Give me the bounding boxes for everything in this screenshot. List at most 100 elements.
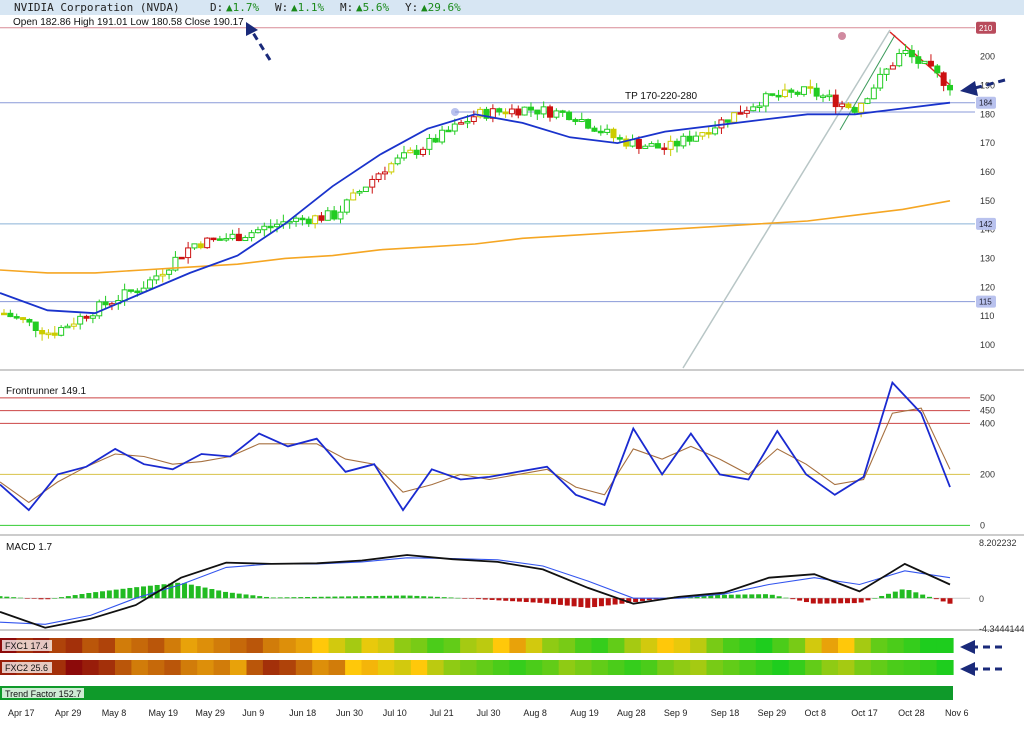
- candle-body-144: [915, 56, 922, 64]
- candle-body-94: [597, 130, 604, 134]
- candle-body-21: [134, 290, 141, 294]
- fxc1-cell-35: [575, 638, 593, 653]
- candle-body-42: [267, 225, 274, 229]
- front-ytick-4: 500: [980, 393, 995, 403]
- fxc1-cell-25: [410, 638, 428, 653]
- candle-body-73: [464, 120, 471, 124]
- xtick-7: Jun 30: [336, 708, 363, 718]
- y-change: ▲29.6%: [421, 1, 461, 14]
- fxc1-cell-48: [788, 638, 806, 653]
- macd-hist-bar-124: [844, 598, 850, 604]
- macd-ytick-2: -4.3444144: [979, 624, 1024, 634]
- level-label-3: 115: [979, 298, 992, 307]
- xtick-10: Jul 30: [477, 708, 501, 718]
- candle-body-52: [331, 210, 338, 220]
- candle-body-7: [45, 332, 52, 336]
- fxc1-cell-46: [755, 638, 773, 653]
- candle-body-0: [1, 312, 7, 316]
- candle-body-124: [788, 89, 795, 93]
- xtick-17: Oct 8: [804, 708, 826, 718]
- arrow-price-line: [974, 78, 1006, 90]
- candle-body-23: [147, 279, 154, 289]
- candle-body-16: [102, 301, 109, 306]
- fxc2-cell-4: [65, 660, 83, 675]
- macd-hist-bar-108: [735, 594, 741, 599]
- fxc1-cell-32: [525, 638, 543, 653]
- fxc2-label: FXC2 25.6: [5, 663, 48, 673]
- trend-factor-label: Trend Factor 152.7: [5, 689, 81, 699]
- fxc2-cell-56: [920, 660, 938, 675]
- macd-hist-bar-121: [824, 598, 830, 604]
- macd-hist-bar-91: [619, 598, 625, 604]
- price-ytick-6: 160: [980, 167, 995, 177]
- candle-body-32: [204, 237, 211, 249]
- macd-hist-bar-25: [168, 583, 174, 599]
- macd-hist-bar-57: [387, 595, 393, 599]
- w-change: ▲1.1%: [291, 1, 325, 14]
- macd-hist-bar-45: [305, 596, 311, 599]
- candle-body-142: [902, 49, 909, 55]
- candle-body-34: [216, 238, 223, 241]
- fxc1-cell-10: [164, 638, 182, 653]
- candle-body-36: [229, 233, 236, 240]
- candle-body-131: [832, 94, 839, 108]
- macd-hist-bar-21: [141, 586, 147, 599]
- macd-hist-bar-112: [762, 594, 768, 599]
- x-axis: Apr 17 Apr 29 May 8 May 19 May 29 Jun 9 Jun 18…: [8, 708, 969, 718]
- fxc1-cell-37: [607, 638, 625, 653]
- fxc1-label: FXC1 17.4: [5, 641, 48, 651]
- macd-hist-bar-0: [0, 596, 3, 599]
- macd-hist-bar-115: [783, 597, 789, 599]
- xtick-15: Sep 18: [711, 708, 740, 718]
- fxc1-cell-44: [723, 638, 740, 653]
- macd-hist-bar-6: [38, 598, 44, 600]
- fxc1-label-bg: [2, 640, 52, 651]
- fxc2-cell-45: [739, 660, 757, 675]
- macd-hist-bar-85: [578, 598, 584, 608]
- xtick-2: May 8: [102, 708, 127, 718]
- fxc2-cell-30: [492, 660, 510, 675]
- candle-body-92: [585, 119, 592, 129]
- macd-line: [0, 554, 951, 629]
- macd-hist-bar-17: [113, 589, 119, 599]
- candle-body-133: [845, 103, 852, 109]
- macd-hist-bar-4: [24, 598, 30, 599]
- price-ytick-5: 150: [980, 196, 995, 206]
- xtick-14: Sep 9: [664, 708, 688, 718]
- price-ytick-3: 130: [980, 253, 995, 263]
- macd-hist-bar-71: [482, 598, 488, 600]
- fxc2-cell-36: [591, 660, 609, 675]
- macd-hist-bar-130: [885, 593, 891, 599]
- candle-body-93: [591, 127, 598, 132]
- candle-body-89: [566, 111, 573, 121]
- level-marker: [838, 32, 846, 40]
- candle-body-96: [610, 128, 617, 139]
- candle-body-100: [635, 138, 642, 149]
- fxc1-cell-18: [295, 638, 313, 653]
- arrow-header-line: [248, 27, 272, 61]
- macd-hist-bar-16: [106, 590, 112, 599]
- candle-body-91: [578, 119, 585, 122]
- candle-body-135: [858, 102, 865, 113]
- candle-body-123: [781, 89, 788, 98]
- macd-hist-bar-49: [332, 596, 338, 599]
- candle-body-1: [7, 312, 14, 318]
- fxc2-cell-55: [903, 660, 921, 675]
- macd-hist-bar-75: [510, 598, 516, 602]
- candle-body-58: [369, 178, 376, 188]
- level-box-0: [976, 21, 996, 34]
- macd-hist-bar-116: [790, 598, 796, 600]
- fxc2-cell-57: [936, 660, 954, 675]
- candle-body-64: [407, 149, 414, 154]
- candle-body-29: [185, 247, 192, 259]
- frontrunner-signal-line: [0, 407, 951, 504]
- up-trendline: [839, 34, 896, 131]
- candle-body-53: [337, 211, 344, 220]
- macd-hist-bar-133: [906, 590, 912, 599]
- macd-hist-bar-81: [551, 598, 557, 605]
- candle-body-115: [731, 112, 738, 123]
- candle-body-78: [496, 108, 503, 113]
- level-box-2: [976, 217, 996, 230]
- macd-hist-bar-59: [400, 595, 406, 599]
